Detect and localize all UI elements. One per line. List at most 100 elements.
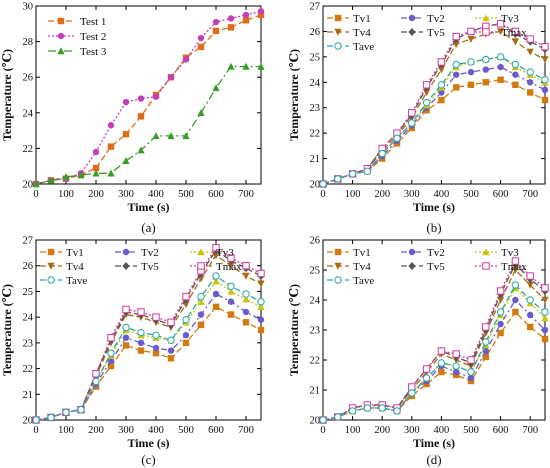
data-point (482, 55, 490, 64)
data-point (107, 334, 115, 342)
data-point (541, 308, 549, 316)
y-axis-label: Temperature (℃) (0, 49, 14, 141)
x-tick-label: 500 (463, 425, 479, 436)
data-point (107, 169, 115, 177)
series-line (35, 306, 262, 421)
legend-label: Tv4 (66, 261, 84, 273)
data-point (334, 413, 342, 421)
x-tick-label: 500 (463, 189, 479, 200)
x-tick-label: 0 (320, 189, 325, 200)
data-point (378, 149, 386, 158)
legend-label: Tv2 (141, 247, 159, 259)
data-point (319, 416, 327, 424)
data-point (527, 311, 534, 319)
data-point (182, 331, 190, 339)
data-point (197, 43, 205, 51)
x-tick-label: 700 (238, 189, 254, 200)
data-point (527, 323, 534, 331)
data-point (152, 132, 160, 140)
data-point (152, 93, 160, 100)
data-point (167, 355, 175, 362)
series-line (322, 56, 546, 185)
legend-label: Tv4 (353, 261, 371, 273)
data-point (137, 146, 145, 154)
series-tave (32, 272, 265, 424)
data-point (257, 303, 265, 311)
x-tick-label: 400 (148, 189, 164, 200)
data-point (497, 296, 505, 304)
data-point (511, 38, 519, 46)
series-line (35, 280, 262, 421)
data-point (511, 266, 519, 274)
panel-a: 0 100 200 300 400 500 600 700 20 22 24 26 28 30 Time (… (0, 2, 265, 235)
legend: Tv1 Tv2 Tv3 Tv4 Tv5 Tmax Tave (327, 247, 527, 287)
x-tick-label: 600 (493, 425, 509, 436)
x-axis-label: Time (s) (127, 436, 169, 450)
legend-label: Tv5 (427, 27, 445, 39)
data-point (526, 35, 534, 43)
legend-marker (197, 248, 205, 256)
data-point (408, 383, 416, 391)
data-point (137, 113, 145, 120)
data-point (242, 308, 250, 316)
data-point (319, 180, 327, 188)
data-point (257, 269, 265, 278)
x-tick-label: 300 (404, 189, 420, 200)
data-point (92, 370, 100, 378)
data-point (62, 173, 70, 181)
data-point (526, 272, 534, 280)
data-point (107, 122, 115, 129)
legend-label: Tv1 (353, 13, 371, 25)
series-line (322, 56, 546, 185)
legend-marker (334, 42, 342, 50)
data-point (182, 132, 190, 140)
data-point (182, 292, 190, 301)
panel-c: 0 100 200 300 400 500 600 700 20 21 22 23 24 25 26 27 Ti… (0, 236, 265, 467)
y-tick-label: 25 (310, 52, 321, 63)
legend-label: Tave (353, 41, 374, 53)
data-point (242, 11, 250, 19)
data-point (526, 68, 534, 76)
data-point (437, 81, 446, 89)
y-axis-label: Temperature (℃) (287, 49, 301, 141)
data-point (541, 56, 549, 64)
legend-marker (334, 14, 342, 22)
data-point (77, 406, 85, 414)
legend-marker (197, 262, 205, 270)
legend-label: Tave (66, 275, 87, 287)
data-point (438, 89, 445, 96)
data-point (167, 318, 175, 326)
legend-label: Tmax (501, 261, 527, 273)
legend-label: Test 3 (80, 46, 107, 58)
legend-label: Tmax (501, 27, 527, 39)
data-point (122, 323, 130, 332)
legend-label: Tv3 (501, 247, 519, 259)
data-point (511, 281, 520, 289)
x-tick-label: 400 (434, 189, 450, 200)
y-tick-label: 20 (23, 416, 34, 427)
legend-marker (482, 248, 490, 256)
data-point (212, 18, 220, 26)
x-axis-label: Time (s) (413, 436, 455, 450)
data-point (152, 331, 160, 339)
data-point (482, 347, 489, 355)
data-point (437, 58, 446, 66)
data-point (32, 180, 40, 188)
data-point (527, 89, 534, 96)
data-point (482, 79, 489, 86)
x-tick-label: 300 (118, 189, 134, 200)
data-point (212, 244, 220, 252)
legend-label: Tmax (216, 261, 242, 273)
y-tick-label: 27 (23, 236, 34, 247)
data-point (212, 290, 220, 298)
data-point (527, 79, 534, 86)
data-point (497, 320, 504, 328)
data-point (512, 81, 519, 89)
legend-label: Test 1 (80, 16, 106, 28)
data-point (422, 365, 431, 373)
y-tick-label: 30 (23, 2, 34, 13)
data-point (511, 257, 520, 265)
legend: Test 1 Test 2 Test 3 (48, 16, 107, 58)
data-point (257, 8, 265, 15)
